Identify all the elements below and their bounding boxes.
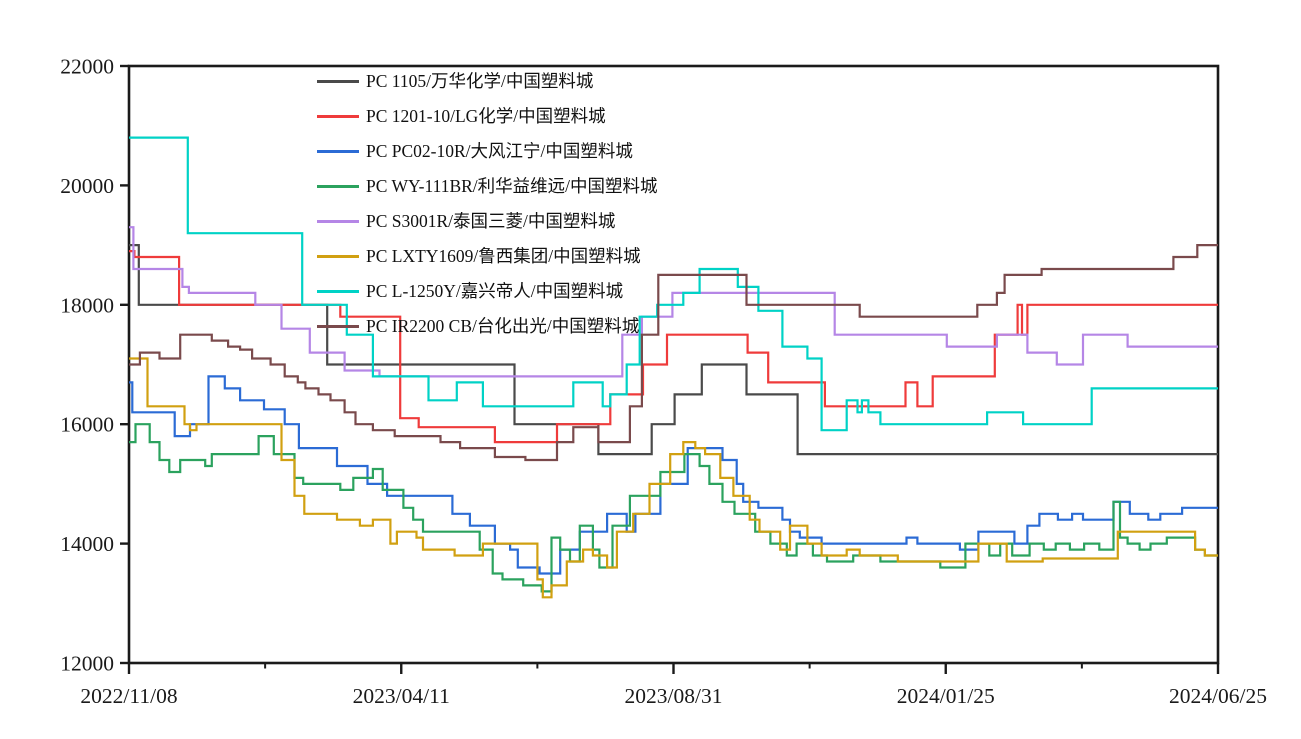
legend-label: PC 1105/万华化学/中国塑料城: [366, 70, 594, 91]
y-tick-label: 16000: [60, 413, 114, 437]
x-tick-label: 2023/08/31: [625, 684, 723, 708]
y-tick-label: 12000: [60, 652, 114, 676]
series-line: [129, 375, 1218, 575]
legend-item: PC WY-111BR/利华益维远/中国塑料城: [317, 169, 658, 204]
legend-label: PC WY-111BR/利华益维远/中国塑料城: [366, 175, 658, 196]
legend-label: PC L-1250Y/嘉兴帝人/中国塑料城: [366, 280, 624, 301]
legend-item: PC IR2200 CB/台化出光/中国塑料城: [317, 309, 658, 344]
legend-label: PC S3001R/泰国三菱/中国塑料城: [366, 210, 616, 231]
series-line: [129, 244, 1218, 456]
legend-item: PC PC02-10R/大风江宁/中国塑料城: [317, 134, 658, 169]
x-tick-label: 2024/06/25: [1169, 684, 1267, 708]
legend-item: PC LXTY1609/鲁西集团/中国塑料城: [317, 239, 658, 274]
legend-line-swatch: [317, 255, 359, 258]
legend-line-swatch: [317, 115, 359, 118]
legend-line-swatch: [317, 290, 359, 293]
y-tick-label: 22000: [60, 55, 114, 79]
x-tick-label: 2023/04/11: [353, 684, 450, 708]
series-line: [129, 423, 1218, 593]
chart-legend: PC 1105/万华化学/中国塑料城 PC 1201-10/LG化学/中国塑料城 P…: [317, 64, 658, 344]
legend-item: PC S3001R/泰国三菱/中国塑料城: [317, 204, 658, 239]
series-line: [129, 244, 1218, 462]
legend-label: PC PC02-10R/大风江宁/中国塑料城: [366, 140, 633, 161]
y-tick-label: 14000: [60, 532, 114, 556]
series-line: [129, 226, 1218, 378]
plot-border: [127, 64, 1220, 665]
legend-item: PC L-1250Y/嘉兴帝人/中国塑料城: [317, 274, 658, 309]
legend-line-swatch: [317, 325, 359, 328]
x-tick-label: 2022/11/08: [80, 684, 177, 708]
legend-item: PC 1105/万华化学/中国塑料城: [317, 64, 658, 99]
legend-label: PC IR2200 CB/台化出光/中国塑料城: [366, 315, 640, 336]
legend-line-swatch: [317, 150, 359, 153]
legend-label: PC 1201-10/LG化学/中国塑料城: [366, 105, 606, 126]
series-line: [129, 136, 1218, 432]
legend-line-swatch: [317, 185, 359, 188]
legend-line-swatch: [317, 80, 359, 83]
y-tick-label: 20000: [60, 174, 114, 198]
x-tick-label: 2024/01/25: [897, 684, 995, 708]
legend-item: PC 1201-10/LG化学/中国塑料城: [317, 99, 658, 134]
legend-line-swatch: [317, 220, 359, 223]
y-tick-label: 18000: [60, 293, 114, 317]
legend-label: PC LXTY1609/鲁西集团/中国塑料城: [366, 245, 641, 266]
series-line: [129, 357, 1218, 599]
